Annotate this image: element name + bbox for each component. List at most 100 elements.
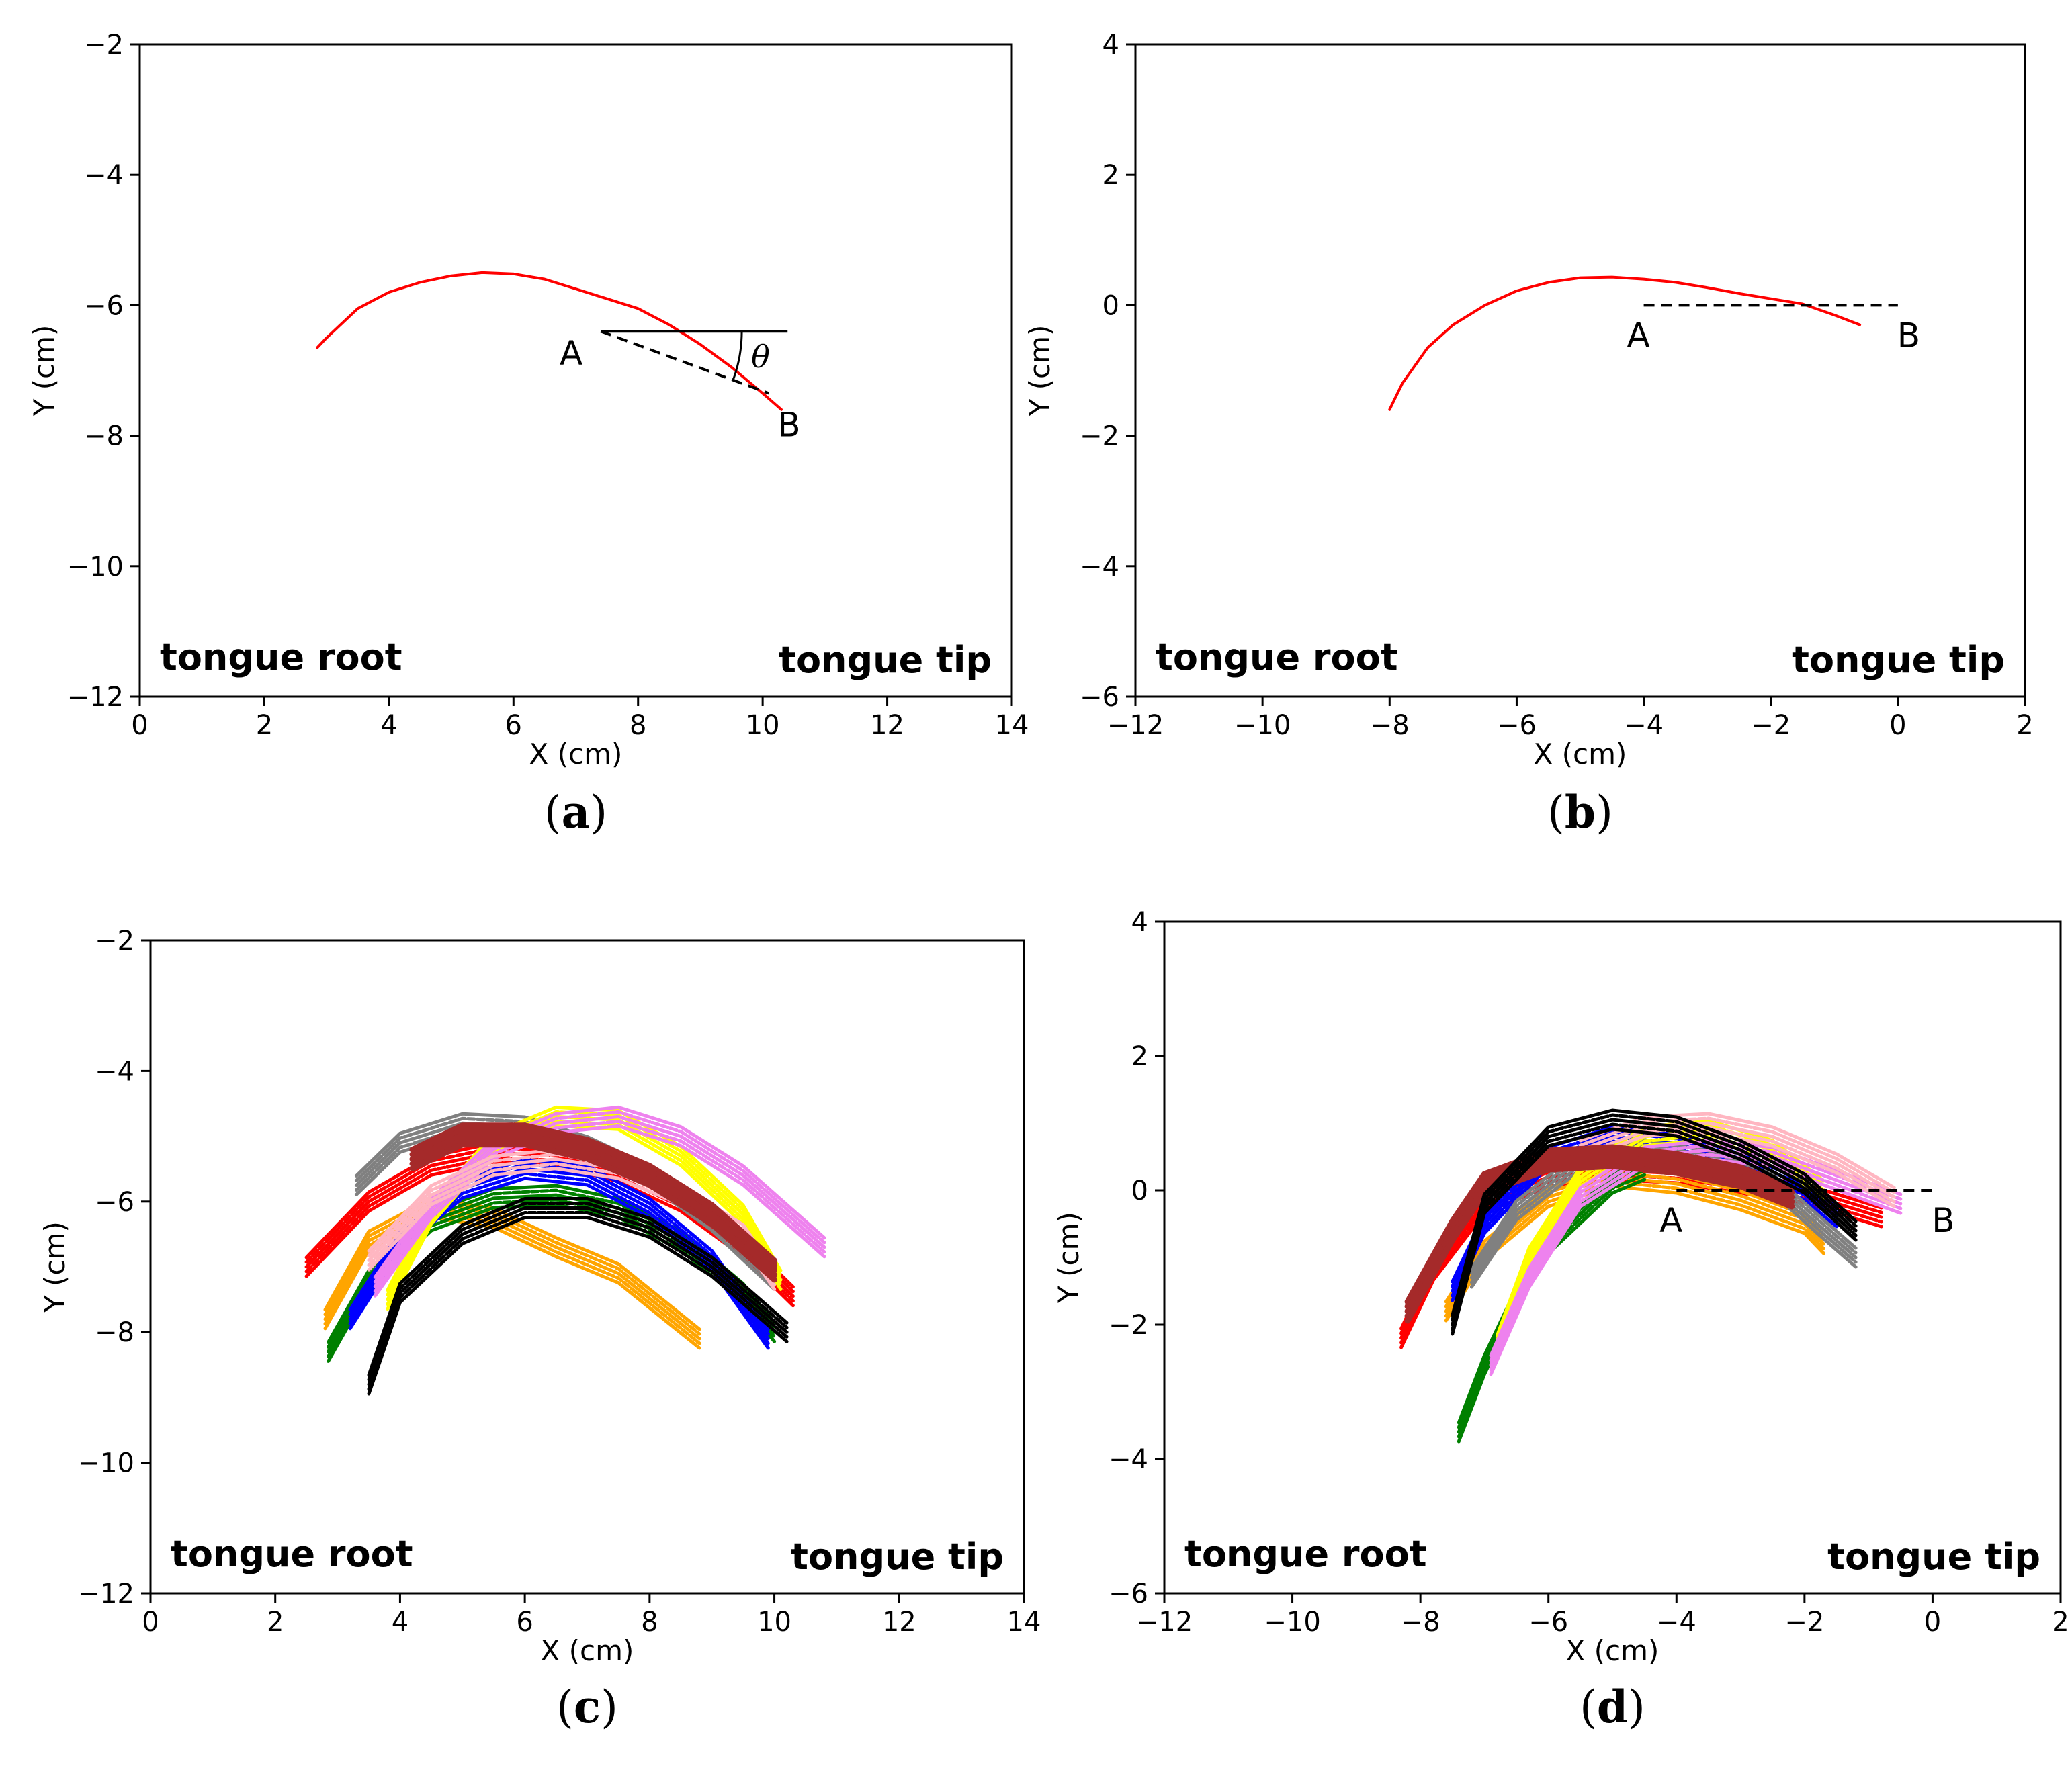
panel-caption: (b) bbox=[1547, 786, 1613, 838]
y-tick-label: −12 bbox=[67, 682, 124, 713]
axes-frame bbox=[1134, 43, 2026, 698]
point-b-label: B bbox=[1932, 1201, 1954, 1240]
series-brown-strand bbox=[409, 1137, 778, 1278]
tongue-root-label: tongue root bbox=[171, 1533, 413, 1575]
tongue-root-label: tongue root bbox=[1184, 1533, 1427, 1575]
x-tick-label: −2 bbox=[1784, 1607, 1824, 1638]
y-tick-label: −2 bbox=[84, 30, 124, 60]
y-tick-label: −4 bbox=[1080, 551, 1119, 582]
panel-b: −12 −10 −8 −6 −4 −2 0 2 −6 −4 −2 0 2 4 X (cm) Y (cm) ton… bbox=[1023, 30, 2034, 838]
x-tick-label: 4 bbox=[380, 710, 397, 741]
y-tick-label: 0 bbox=[1131, 1175, 1148, 1206]
x-axis-label: X (cm) bbox=[1534, 738, 1627, 770]
y-tick-label: −6 bbox=[84, 290, 124, 321]
series-brown-strand bbox=[409, 1141, 778, 1283]
y-axis-label: Y (cm) bbox=[28, 325, 60, 417]
x-tick-label: 2 bbox=[267, 1607, 284, 1638]
y-tick-label: −6 bbox=[95, 1187, 134, 1218]
y-tick-label: −6 bbox=[1080, 682, 1119, 713]
series-black-strand bbox=[367, 1206, 789, 1386]
x-tick-label: −6 bbox=[1528, 1607, 1568, 1638]
x-tick-label: 0 bbox=[142, 1607, 159, 1638]
x-tick-label: 10 bbox=[757, 1607, 791, 1638]
x-tick-label: 14 bbox=[995, 710, 1029, 741]
y-axis-label: Y (cm) bbox=[1023, 325, 1056, 417]
axes-frame bbox=[149, 939, 1025, 1595]
x-tick-label: −4 bbox=[1657, 1607, 1696, 1638]
x-tick-label: 0 bbox=[131, 710, 148, 741]
panel-d: −12 −10 −8 −6 −4 −2 0 2 −6 −4 −2 0 2 4 X (cm) Y (cm) ton… bbox=[1052, 907, 2069, 1733]
x-axis-label: X (cm) bbox=[529, 738, 623, 770]
y-tick-label: 2 bbox=[1103, 160, 1119, 191]
x-tick-label: −6 bbox=[1497, 710, 1537, 741]
y-tick-label: −6 bbox=[1109, 1579, 1148, 1609]
x-tick-label: 12 bbox=[870, 710, 904, 741]
series-black-strand bbox=[1451, 1122, 1858, 1331]
x-tick-label: 0 bbox=[1889, 710, 1906, 741]
tongue-tip-label: tongue tip bbox=[1827, 1536, 2040, 1578]
x-tick-label: 8 bbox=[630, 710, 646, 741]
y-tick-label: −8 bbox=[84, 421, 124, 452]
axes-frame bbox=[138, 43, 1013, 698]
y-tick-label: 4 bbox=[1103, 30, 1119, 60]
series-black-strand bbox=[1451, 1108, 1858, 1317]
x-tick-label: 8 bbox=[641, 1607, 658, 1638]
series-tongue-contour bbox=[316, 271, 783, 411]
series-group bbox=[1399, 1108, 1903, 1444]
tongue-tip-label: tongue tip bbox=[1792, 639, 2005, 681]
x-tick-label: 2 bbox=[256, 710, 273, 741]
x-tick-label: −12 bbox=[1107, 710, 1164, 741]
tongue-tip-label: tongue tip bbox=[791, 1536, 1004, 1578]
axes-frame bbox=[1163, 920, 2062, 1595]
series-brown-strand bbox=[409, 1127, 778, 1269]
point-a-label: A bbox=[1627, 316, 1649, 355]
x-tick-label: 14 bbox=[1007, 1607, 1041, 1638]
x-tick-label: 4 bbox=[392, 1607, 408, 1638]
x-tick-label: −8 bbox=[1401, 1607, 1440, 1638]
series-brown-strand bbox=[1404, 1163, 1795, 1324]
panel-c: 0 2 4 6 8 10 12 14 −12 −10 −8 −6 −4 −2 X (cm) Y (cm) ton… bbox=[38, 926, 1041, 1733]
series-black-strand bbox=[1451, 1113, 1858, 1322]
tongue-root-label: tongue root bbox=[1156, 636, 1398, 678]
x-tick-label: 2 bbox=[2052, 1607, 2069, 1638]
series-violet-strand bbox=[373, 1119, 826, 1293]
y-tick-label: −2 bbox=[1080, 421, 1119, 452]
point-b-label: B bbox=[777, 405, 800, 444]
series-yellow-strand bbox=[1496, 1133, 1825, 1351]
y-tick-label: −4 bbox=[95, 1056, 134, 1087]
x-tick-label: 0 bbox=[1924, 1607, 1941, 1638]
y-tick-label: −8 bbox=[95, 1317, 134, 1348]
y-tick-label: 0 bbox=[1103, 290, 1119, 321]
tongue-root-label: tongue root bbox=[160, 636, 402, 678]
a-b-dashed-line bbox=[600, 330, 770, 395]
series-black-strand bbox=[1451, 1118, 1858, 1327]
series-brown-strand bbox=[409, 1122, 778, 1264]
series-black-strand bbox=[367, 1202, 789, 1382]
y-tick-label: −4 bbox=[1109, 1444, 1148, 1475]
series-black-strand bbox=[1451, 1127, 1858, 1336]
x-tick-label: −8 bbox=[1370, 710, 1410, 741]
series-gray-strand bbox=[1469, 1143, 1858, 1275]
x-tick-label: 10 bbox=[746, 710, 780, 741]
y-axis-label: Y (cm) bbox=[38, 1221, 71, 1313]
series-group bbox=[1388, 275, 1862, 411]
x-tick-label: 6 bbox=[516, 1607, 533, 1638]
point-a-label: A bbox=[1659, 1201, 1682, 1240]
series-group bbox=[316, 271, 783, 411]
y-axis-label: Y (cm) bbox=[1052, 1212, 1085, 1304]
x-tick-label: −10 bbox=[1264, 1607, 1320, 1638]
y-tick-label: −2 bbox=[1109, 1310, 1148, 1341]
y-tick-label: −4 bbox=[84, 160, 124, 191]
x-tick-label: 12 bbox=[882, 1607, 916, 1638]
y-tick-label: 2 bbox=[1131, 1041, 1148, 1072]
x-tick-label: −10 bbox=[1234, 710, 1291, 741]
y-tick-label: −10 bbox=[78, 1448, 134, 1479]
point-b-label: B bbox=[1897, 316, 1920, 355]
x-tick-label: 6 bbox=[505, 710, 522, 741]
tongue-tip-label: tongue tip bbox=[779, 639, 992, 681]
series-brown-strand bbox=[409, 1132, 778, 1274]
point-a-label: A bbox=[560, 334, 582, 373]
series-violet-strand bbox=[1489, 1143, 1903, 1362]
x-tick-label: 2 bbox=[2016, 710, 2033, 741]
